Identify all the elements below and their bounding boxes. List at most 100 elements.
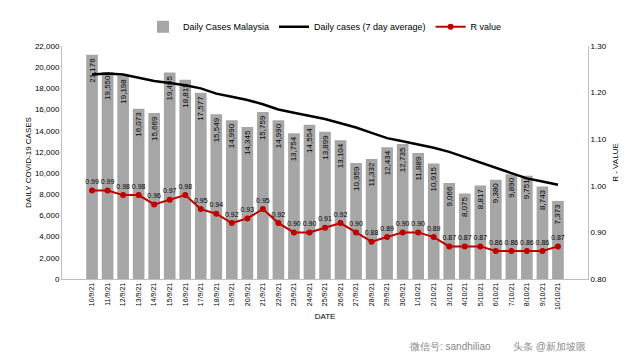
svg-text:13/9/21: 13/9/21 bbox=[135, 283, 142, 306]
svg-text:12,434: 12,434 bbox=[383, 150, 392, 175]
svg-text:0.86: 0.86 bbox=[536, 239, 550, 246]
svg-text:1/10/21: 1/10/21 bbox=[414, 283, 421, 306]
svg-text:0.90: 0.90 bbox=[396, 220, 410, 227]
svg-text:0.95: 0.95 bbox=[194, 197, 208, 204]
svg-text:头条 @新加坡眼: 头条 @新加坡眼 bbox=[513, 341, 586, 352]
svg-text:0.86: 0.86 bbox=[505, 239, 519, 246]
svg-text:14,990: 14,990 bbox=[227, 123, 236, 148]
svg-text:25/9/21: 25/9/21 bbox=[321, 283, 328, 306]
svg-text:20,000: 20,000 bbox=[35, 63, 60, 72]
svg-text:4,000: 4,000 bbox=[39, 232, 60, 241]
svg-text:10/9/21: 10/9/21 bbox=[88, 283, 95, 306]
svg-text:微信号: sandhiliao: 微信号: sandhiliao bbox=[410, 341, 491, 352]
svg-text:21/9/21: 21/9/21 bbox=[259, 283, 266, 306]
svg-text:0.90: 0.90 bbox=[287, 220, 301, 227]
svg-text:13,899: 13,899 bbox=[321, 135, 330, 160]
svg-text:0.92: 0.92 bbox=[225, 211, 239, 218]
svg-text:3/10/21: 3/10/21 bbox=[446, 283, 453, 306]
svg-text:10,000: 10,000 bbox=[35, 169, 60, 178]
svg-text:16/9/21: 16/9/21 bbox=[182, 283, 189, 306]
svg-text:15,759: 15,759 bbox=[258, 115, 267, 140]
svg-text:11,889: 11,889 bbox=[414, 156, 423, 180]
svg-text:9,066: 9,066 bbox=[445, 186, 454, 207]
svg-text:16,073: 16,073 bbox=[134, 112, 143, 137]
svg-text:0.92: 0.92 bbox=[334, 211, 348, 218]
svg-text:Daily Cases Malaysia: Daily Cases Malaysia bbox=[183, 22, 269, 32]
svg-text:0.89: 0.89 bbox=[380, 225, 394, 232]
svg-text:20/9/21: 20/9/21 bbox=[244, 283, 251, 306]
svg-text:30/9/21: 30/9/21 bbox=[399, 283, 406, 306]
svg-text:4/10/21: 4/10/21 bbox=[461, 283, 468, 306]
svg-text:18,000: 18,000 bbox=[35, 84, 60, 93]
svg-text:11/9/21: 11/9/21 bbox=[104, 283, 111, 306]
svg-text:12/9/21: 12/9/21 bbox=[119, 283, 126, 306]
svg-text:0.80: 0.80 bbox=[591, 275, 607, 284]
svg-text:0.91: 0.91 bbox=[318, 215, 332, 222]
svg-text:8/10/21: 8/10/21 bbox=[523, 283, 530, 306]
svg-text:10,959: 10,959 bbox=[352, 166, 361, 191]
svg-text:R - VALUE: R - VALUE bbox=[611, 143, 620, 182]
svg-text:0.90: 0.90 bbox=[591, 228, 607, 237]
svg-text:0.87: 0.87 bbox=[458, 234, 472, 241]
svg-text:8,075: 8,075 bbox=[460, 196, 469, 217]
svg-text:17/9/21: 17/9/21 bbox=[197, 283, 204, 306]
svg-text:18,815: 18,815 bbox=[181, 83, 190, 108]
svg-text:21,176: 21,176 bbox=[88, 58, 97, 83]
svg-text:22,000: 22,000 bbox=[35, 42, 60, 51]
svg-text:12,000: 12,000 bbox=[35, 148, 60, 157]
svg-text:1.20: 1.20 bbox=[591, 88, 607, 97]
svg-text:0: 0 bbox=[55, 275, 60, 284]
svg-text:12,735: 12,735 bbox=[398, 147, 407, 172]
svg-text:17,577: 17,577 bbox=[196, 96, 205, 121]
svg-text:0.87: 0.87 bbox=[473, 234, 487, 241]
svg-text:9/10/21: 9/10/21 bbox=[539, 283, 546, 306]
svg-text:Daily cases (7 day average): Daily cases (7 day average) bbox=[314, 22, 426, 32]
svg-text:0.89: 0.89 bbox=[427, 225, 441, 232]
svg-text:0.97: 0.97 bbox=[163, 187, 177, 194]
svg-text:23/9/21: 23/9/21 bbox=[290, 283, 297, 306]
svg-text:6/10/21: 6/10/21 bbox=[492, 283, 499, 306]
svg-text:5/10/21: 5/10/21 bbox=[477, 283, 484, 306]
svg-text:19/9/21: 19/9/21 bbox=[228, 283, 235, 306]
svg-text:16,000: 16,000 bbox=[35, 105, 60, 114]
svg-text:9,890: 9,890 bbox=[507, 177, 516, 198]
svg-text:14,345: 14,345 bbox=[243, 130, 252, 155]
svg-text:0.94: 0.94 bbox=[209, 201, 223, 208]
svg-text:8,000: 8,000 bbox=[39, 190, 60, 199]
svg-text:0.99: 0.99 bbox=[101, 178, 115, 185]
svg-text:15/9/21: 15/9/21 bbox=[166, 283, 173, 306]
svg-text:1.30: 1.30 bbox=[591, 42, 607, 51]
svg-text:R value: R value bbox=[471, 22, 502, 32]
svg-text:10,915: 10,915 bbox=[429, 166, 438, 191]
svg-text:11,332: 11,332 bbox=[367, 162, 376, 186]
svg-text:7,373: 7,373 bbox=[553, 204, 562, 225]
svg-text:19,495: 19,495 bbox=[165, 76, 174, 101]
svg-text:14,990: 14,990 bbox=[274, 123, 283, 148]
svg-text:0.92: 0.92 bbox=[272, 211, 286, 218]
svg-text:0.99: 0.99 bbox=[85, 178, 99, 185]
svg-text:DATE: DATE bbox=[315, 312, 336, 321]
svg-text:24/9/21: 24/9/21 bbox=[306, 283, 313, 306]
svg-text:7/10/21: 7/10/21 bbox=[508, 283, 515, 306]
svg-text:26/9/21: 26/9/21 bbox=[337, 283, 344, 306]
svg-text:0.87: 0.87 bbox=[442, 234, 456, 241]
svg-text:22/9/21: 22/9/21 bbox=[275, 283, 282, 306]
svg-text:29/9/21: 29/9/21 bbox=[383, 283, 390, 306]
svg-text:0.95: 0.95 bbox=[256, 197, 270, 204]
svg-text:13,104: 13,104 bbox=[336, 143, 345, 168]
svg-text:28/9/21: 28/9/21 bbox=[368, 283, 375, 306]
svg-text:0.98: 0.98 bbox=[116, 183, 130, 190]
svg-text:0.93: 0.93 bbox=[241, 206, 255, 213]
svg-text:27/9/21: 27/9/21 bbox=[352, 283, 359, 306]
svg-text:0.96: 0.96 bbox=[147, 192, 161, 199]
svg-text:15,549: 15,549 bbox=[212, 117, 221, 142]
svg-text:14,000: 14,000 bbox=[35, 127, 60, 136]
svg-text:13,754: 13,754 bbox=[289, 136, 298, 161]
svg-text:0.90: 0.90 bbox=[303, 220, 317, 227]
svg-text:2/10/21: 2/10/21 bbox=[430, 283, 437, 306]
svg-text:0.90: 0.90 bbox=[411, 220, 425, 227]
svg-text:9,380: 9,380 bbox=[491, 183, 500, 204]
svg-text:10/10/21: 10/10/21 bbox=[554, 283, 561, 310]
svg-text:8,817: 8,817 bbox=[476, 189, 485, 210]
svg-text:8,743: 8,743 bbox=[538, 189, 547, 210]
